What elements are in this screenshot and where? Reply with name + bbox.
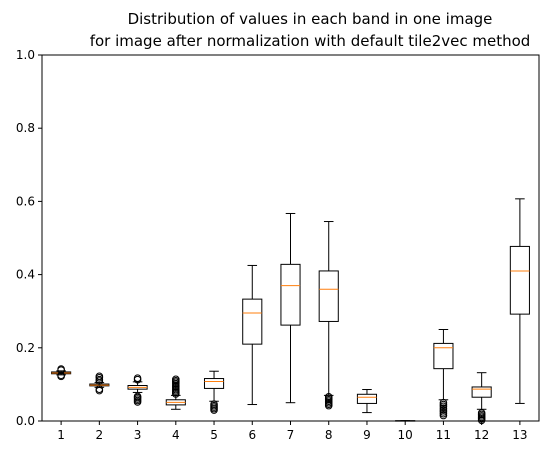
box-iqr bbox=[433, 342, 454, 370]
x-tick-label: 3 bbox=[134, 428, 142, 442]
box-iqr bbox=[203, 378, 225, 389]
x-tick-label: 13 bbox=[512, 428, 527, 442]
x-tick-label: 11 bbox=[436, 428, 451, 442]
x-tick-label: 7 bbox=[287, 428, 295, 442]
box-iqr bbox=[356, 393, 378, 404]
x-tick-label: 8 bbox=[325, 428, 333, 442]
outlier-point bbox=[133, 392, 142, 401]
x-tick-label: 6 bbox=[248, 428, 256, 442]
chart-title-line-1: Distribution of values in each band in o… bbox=[128, 10, 493, 28]
chart-title-line-2: for image after normalization with defau… bbox=[90, 32, 531, 50]
x-tick-label: 4 bbox=[172, 428, 180, 442]
x-tick-label: 12 bbox=[474, 428, 489, 442]
outlier-point bbox=[133, 374, 142, 382]
outlier-point bbox=[210, 400, 218, 408]
outlier-point bbox=[95, 372, 104, 381]
x-tick-label: 1 bbox=[57, 428, 65, 442]
x-tick-label: 2 bbox=[96, 428, 104, 442]
outlier-point bbox=[439, 398, 448, 407]
y-tick-label: 0.4 bbox=[16, 268, 35, 282]
outlier-point bbox=[477, 409, 486, 417]
outlier-point bbox=[57, 365, 65, 373]
x-tick-label: 10 bbox=[398, 428, 413, 442]
y-tick-label: 0.2 bbox=[16, 341, 35, 355]
outlier-point bbox=[172, 375, 180, 384]
y-tick-label: 0.8 bbox=[16, 121, 35, 135]
box-iqr bbox=[242, 298, 263, 345]
y-tick-label: 0.0 bbox=[16, 414, 35, 428]
y-tick-label: 0.6 bbox=[16, 194, 35, 208]
box-iqr bbox=[280, 263, 301, 326]
box-iqr bbox=[471, 386, 492, 398]
box-iqr bbox=[509, 245, 530, 315]
x-tick-label: 5 bbox=[210, 428, 218, 442]
outlier-point bbox=[324, 393, 333, 401]
plot-area: 1 2 3 4 5 6 7 8 9 10 11 12 130.00.20.40.60.81.0 bbox=[16, 48, 540, 442]
x-tick-label: 9 bbox=[363, 428, 371, 442]
axes-frame bbox=[41, 54, 540, 422]
box-iqr bbox=[318, 270, 339, 322]
y-tick-label: 1.0 bbox=[16, 48, 35, 62]
outlier-point bbox=[95, 385, 104, 393]
